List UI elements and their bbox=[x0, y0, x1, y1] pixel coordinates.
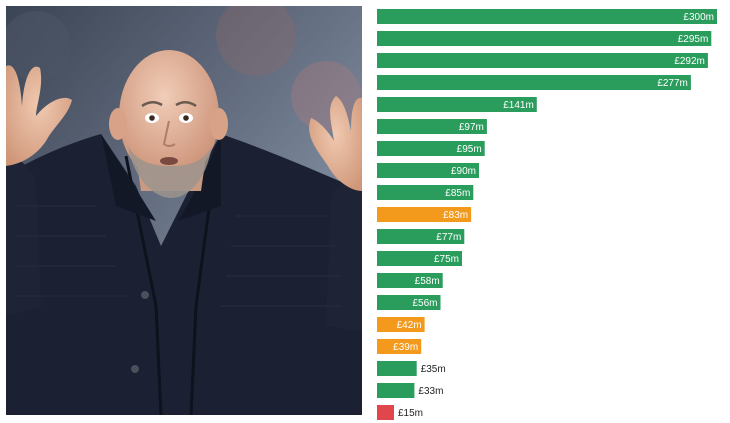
photo-panel bbox=[6, 6, 362, 415]
bar bbox=[377, 119, 487, 134]
bar-value-label: £295m bbox=[678, 34, 709, 45]
bar bbox=[377, 75, 691, 90]
bar bbox=[377, 405, 394, 420]
bar-value-label: £56m bbox=[412, 298, 437, 309]
bar bbox=[377, 207, 472, 222]
bar bbox=[377, 31, 712, 46]
bar-value-label: £97m bbox=[459, 122, 484, 133]
bar bbox=[377, 339, 422, 354]
bar bbox=[377, 97, 537, 112]
bar bbox=[377, 273, 443, 288]
bar-value-label: £83m bbox=[443, 210, 468, 221]
bar bbox=[377, 229, 465, 244]
man-shrugging-photo bbox=[6, 6, 362, 415]
bar bbox=[377, 383, 415, 398]
bar-value-label: £300m bbox=[683, 12, 714, 23]
bar-value-label: £42m bbox=[397, 320, 422, 331]
bar bbox=[377, 53, 708, 68]
chart-panel: £300m £295m £292m £277m £141m £97m £95m £90m £85… bbox=[370, 0, 730, 423]
bar-value-label: £90m bbox=[451, 166, 476, 177]
bar bbox=[377, 361, 417, 376]
bar bbox=[377, 163, 479, 178]
bar-value-label: £35m bbox=[421, 364, 446, 375]
bar-value-label: £141m bbox=[503, 100, 534, 111]
bar-value-label: £77m bbox=[436, 232, 461, 243]
bar-value-label: £95m bbox=[457, 144, 482, 155]
bar bbox=[377, 317, 425, 332]
bar-value-label: £292m bbox=[674, 56, 705, 67]
bar-value-label: £15m bbox=[398, 408, 423, 419]
bar-value-label: £58m bbox=[415, 276, 440, 287]
bar bbox=[377, 295, 441, 310]
horizontal-bar-chart: £300m £295m £292m £277m £141m £97m £95m £90m £85… bbox=[377, 9, 717, 420]
bar-value-label: £85m bbox=[445, 188, 470, 199]
bar-value-label: £75m bbox=[434, 254, 459, 265]
bar-value-label: £33m bbox=[418, 386, 443, 397]
bar bbox=[377, 141, 485, 156]
bar bbox=[377, 9, 717, 24]
bar-value-label: £277m bbox=[657, 78, 688, 89]
bar bbox=[377, 185, 474, 200]
bar-value-label: £39m bbox=[393, 342, 418, 353]
bar bbox=[377, 251, 462, 266]
